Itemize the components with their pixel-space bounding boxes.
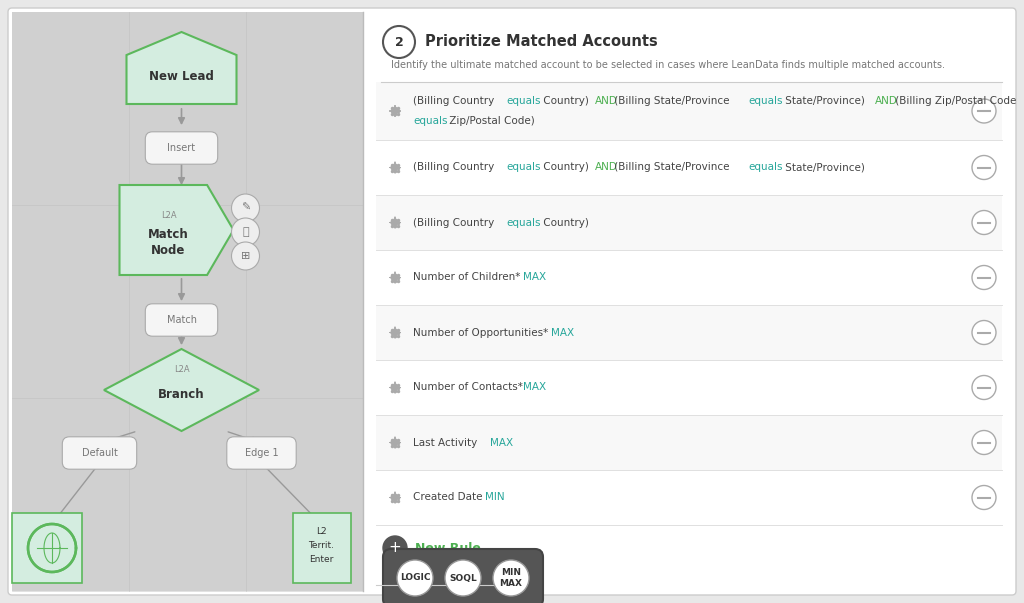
Text: Country): Country) xyxy=(540,162,592,172)
FancyBboxPatch shape xyxy=(12,513,82,583)
FancyBboxPatch shape xyxy=(62,437,136,469)
FancyBboxPatch shape xyxy=(293,513,351,583)
Text: equals: equals xyxy=(749,95,783,106)
Text: MAX: MAX xyxy=(523,273,546,282)
Text: (Billing Country: (Billing Country xyxy=(413,218,498,227)
Text: (Billing Country: (Billing Country xyxy=(413,162,498,172)
Text: Identify the ultimate matched account to be selected in cases where LeanData fin: Identify the ultimate matched account to… xyxy=(391,60,945,70)
Text: MIN: MIN xyxy=(484,493,504,502)
Text: New Lead: New Lead xyxy=(150,69,214,83)
Text: Enter: Enter xyxy=(309,555,333,563)
Text: Edge 1: Edge 1 xyxy=(245,448,279,458)
Circle shape xyxy=(972,376,996,400)
Text: AND: AND xyxy=(874,95,898,106)
Circle shape xyxy=(231,218,259,246)
FancyBboxPatch shape xyxy=(8,8,1016,595)
Text: ✎: ✎ xyxy=(241,203,250,213)
Text: equals: equals xyxy=(413,116,447,127)
Circle shape xyxy=(972,485,996,510)
Text: Prioritize Matched Accounts: Prioritize Matched Accounts xyxy=(425,34,657,49)
Text: AND: AND xyxy=(595,162,617,172)
FancyBboxPatch shape xyxy=(376,360,1002,415)
Text: L2A: L2A xyxy=(174,365,189,374)
Text: Insert: Insert xyxy=(168,143,196,153)
FancyBboxPatch shape xyxy=(376,470,1002,525)
Text: ⊞: ⊞ xyxy=(241,251,250,261)
Text: New Rule: New Rule xyxy=(415,541,481,555)
Text: Zip/Postal Code): Zip/Postal Code) xyxy=(446,116,535,127)
Circle shape xyxy=(972,210,996,235)
FancyBboxPatch shape xyxy=(376,195,1002,250)
Circle shape xyxy=(972,99,996,123)
Text: Created Date: Created Date xyxy=(413,493,485,502)
Circle shape xyxy=(972,156,996,180)
Text: L2A: L2A xyxy=(161,212,176,221)
Polygon shape xyxy=(120,185,233,275)
FancyBboxPatch shape xyxy=(226,437,296,469)
Text: State/Province): State/Province) xyxy=(781,162,864,172)
Text: Country): Country) xyxy=(540,95,592,106)
Circle shape xyxy=(493,560,529,596)
Text: (Billing Country: (Billing Country xyxy=(413,95,498,106)
Text: AND: AND xyxy=(595,95,617,106)
Circle shape xyxy=(397,560,433,596)
FancyBboxPatch shape xyxy=(145,304,218,336)
Circle shape xyxy=(28,524,76,572)
Circle shape xyxy=(383,536,407,560)
Text: equals: equals xyxy=(507,162,541,172)
Text: equals: equals xyxy=(749,162,783,172)
Text: +: + xyxy=(389,540,401,555)
Text: MIN
MAX: MIN MAX xyxy=(500,568,522,588)
Circle shape xyxy=(231,194,259,222)
Text: ⎘: ⎘ xyxy=(243,227,249,237)
Circle shape xyxy=(972,265,996,289)
Circle shape xyxy=(445,560,481,596)
Text: Branch: Branch xyxy=(158,388,205,400)
Text: LOGIC: LOGIC xyxy=(399,573,430,582)
Text: 2: 2 xyxy=(394,36,403,48)
Text: MAX: MAX xyxy=(490,438,513,447)
Circle shape xyxy=(231,242,259,270)
Text: Number of Opportunities*: Number of Opportunities* xyxy=(413,327,552,338)
Polygon shape xyxy=(127,32,237,104)
Text: MAX: MAX xyxy=(523,382,546,393)
Text: Country): Country) xyxy=(540,218,589,227)
FancyBboxPatch shape xyxy=(376,305,1002,360)
FancyBboxPatch shape xyxy=(376,82,1002,140)
Text: State/Province): State/Province) xyxy=(781,95,867,106)
Text: Match: Match xyxy=(167,315,197,325)
Text: Territ.: Territ. xyxy=(308,540,334,549)
FancyBboxPatch shape xyxy=(12,12,362,591)
Text: Default: Default xyxy=(82,448,118,458)
Text: Last Activity: Last Activity xyxy=(413,438,480,447)
FancyBboxPatch shape xyxy=(376,140,1002,195)
FancyBboxPatch shape xyxy=(145,132,218,164)
FancyBboxPatch shape xyxy=(383,549,543,603)
Text: L2: L2 xyxy=(315,526,327,535)
Text: Number of Contacts*: Number of Contacts* xyxy=(413,382,526,393)
Text: equals: equals xyxy=(507,95,541,106)
Circle shape xyxy=(383,26,415,58)
Text: (Billing State/Province: (Billing State/Province xyxy=(611,162,733,172)
Text: Number of Children*: Number of Children* xyxy=(413,273,523,282)
Text: SOQL: SOQL xyxy=(450,573,477,582)
Text: Node: Node xyxy=(152,244,185,256)
Text: (Billing State/Province: (Billing State/Province xyxy=(611,95,733,106)
Text: Match: Match xyxy=(148,227,188,241)
Polygon shape xyxy=(104,349,259,431)
FancyBboxPatch shape xyxy=(376,415,1002,470)
FancyBboxPatch shape xyxy=(376,250,1002,305)
Text: equals: equals xyxy=(507,218,541,227)
Text: (Billing Zip/Postal Code: (Billing Zip/Postal Code xyxy=(892,95,1016,106)
Text: MAX: MAX xyxy=(551,327,573,338)
Circle shape xyxy=(972,431,996,455)
Circle shape xyxy=(972,321,996,344)
